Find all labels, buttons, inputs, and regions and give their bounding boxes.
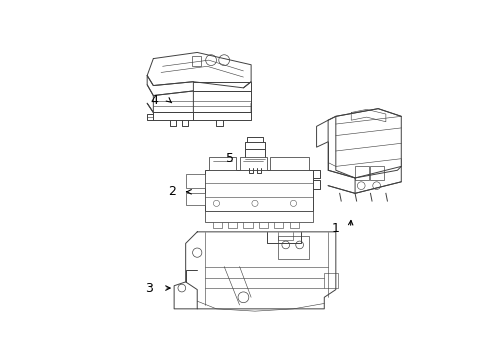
Bar (355, 166, 369, 180)
Bar (186, 193, 205, 205)
Bar (290, 222, 299, 228)
Text: 5: 5 (226, 152, 234, 165)
Text: 2: 2 (169, 185, 176, 198)
Bar (228, 222, 237, 228)
Circle shape (219, 55, 229, 66)
Bar (324, 273, 338, 288)
Text: 1: 1 (332, 221, 340, 234)
Circle shape (206, 55, 217, 66)
Bar (240, 157, 267, 170)
Circle shape (193, 248, 202, 257)
Circle shape (238, 292, 249, 303)
Bar (278, 236, 309, 259)
Circle shape (296, 241, 303, 249)
Text: 3: 3 (146, 282, 153, 294)
Text: 4: 4 (151, 94, 159, 107)
Bar (270, 157, 309, 170)
Bar (192, 56, 201, 66)
Bar (209, 157, 236, 170)
Circle shape (357, 182, 365, 189)
Bar (213, 222, 222, 228)
Bar (205, 170, 313, 211)
Bar (244, 222, 253, 228)
Bar (274, 222, 283, 228)
Bar (259, 222, 268, 228)
Bar (370, 166, 384, 180)
Circle shape (213, 200, 220, 206)
Bar (205, 211, 313, 222)
Circle shape (291, 200, 296, 206)
Bar (186, 174, 205, 188)
Circle shape (252, 200, 258, 206)
Circle shape (178, 284, 186, 292)
Circle shape (282, 241, 290, 249)
Circle shape (373, 182, 381, 189)
Bar (245, 149, 265, 168)
